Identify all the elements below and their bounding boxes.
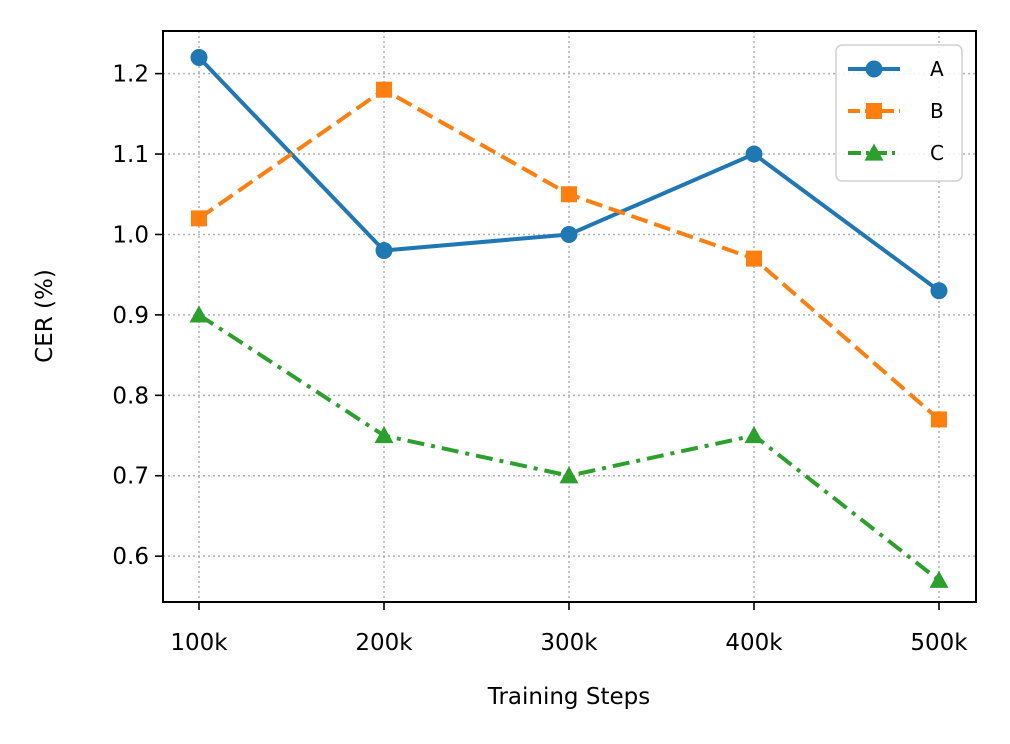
y-tick-label: 1.0	[112, 222, 149, 248]
data-point	[930, 282, 948, 300]
data-point	[190, 49, 208, 67]
series-c	[189, 305, 949, 588]
x-axis: 100k 200k 300k 400k 500k	[170, 602, 968, 656]
legend: ABC	[835, 44, 963, 182]
x-tick-label: 100k	[170, 630, 228, 656]
y-tick-label: 0.8	[112, 383, 149, 409]
data-point	[931, 411, 947, 428]
series-layer	[189, 49, 949, 588]
data-point	[559, 466, 579, 484]
data-point	[376, 81, 392, 98]
legend-label: C	[930, 141, 944, 165]
legend-item-a: A	[848, 57, 944, 81]
y-tick-label: 0.7	[112, 464, 149, 490]
data-point	[865, 60, 883, 78]
data-point	[189, 305, 209, 323]
data-point	[744, 426, 764, 444]
data-point	[374, 426, 394, 444]
x-tick-label: 500k	[910, 630, 968, 656]
x-tick-label: 200k	[355, 630, 413, 656]
data-point	[929, 570, 949, 588]
data-point	[864, 143, 884, 161]
y-tick-label: 1.2	[112, 62, 149, 88]
data-point	[560, 225, 578, 243]
series-b	[191, 81, 947, 428]
data-point	[746, 250, 762, 267]
y-axis: 0.6 0.7 0.8 0.9 1.0 1.1 1.2	[112, 62, 163, 570]
x-tick-label: 300k	[540, 630, 598, 656]
y-tick-label: 0.6	[112, 544, 149, 570]
legend-item-b: B	[848, 99, 944, 123]
data-point	[745, 145, 763, 163]
series-a	[190, 49, 948, 300]
x-axis-title: Training Steps	[487, 684, 650, 710]
x-tick-label: 400k	[725, 630, 783, 656]
data-point	[561, 186, 577, 203]
y-tick-label: 1.1	[112, 142, 149, 168]
data-point	[191, 210, 207, 227]
y-tick-label: 0.9	[112, 303, 149, 329]
legend-item-c: C	[848, 141, 944, 165]
legend-label: B	[930, 99, 944, 123]
data-point	[375, 242, 393, 260]
legend-label: A	[930, 57, 944, 81]
data-point	[866, 103, 882, 119]
y-axis-title: CER (%)	[32, 269, 58, 363]
